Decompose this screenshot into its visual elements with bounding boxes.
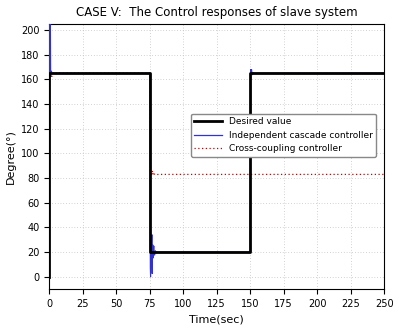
Y-axis label: Degree(°): Degree(°) bbox=[6, 129, 16, 184]
Legend: Desired value, Independent cascade controller, Cross-coupling controller: Desired value, Independent cascade contr… bbox=[191, 114, 376, 157]
X-axis label: Time(sec): Time(sec) bbox=[190, 314, 244, 324]
Title: CASE V:  The Control responses of slave system: CASE V: The Control responses of slave s… bbox=[76, 6, 358, 18]
